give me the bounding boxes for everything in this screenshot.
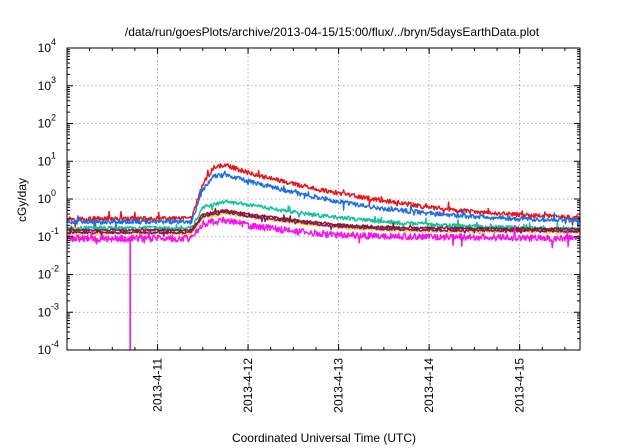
y-tick-label: 10 (38, 154, 52, 168)
series-line-2 (66, 170, 581, 230)
y-tick-exponent: -3 (51, 301, 59, 311)
x-tick-label: 2013-4-12 (241, 358, 255, 413)
y-tick-label: 10 (38, 343, 52, 357)
y-tick-label: 10 (38, 230, 52, 244)
series-line-5 (66, 211, 581, 238)
y-tick-exponent: -2 (51, 264, 59, 274)
y-tick-exponent: -1 (51, 226, 59, 236)
chart-title: /data/run/goesPlots/archive/2013-04-15/1… (125, 25, 540, 39)
y-tick-exponent: -4 (51, 339, 59, 349)
series-line-4 (66, 209, 581, 238)
y-tick-label: 10 (38, 79, 52, 93)
x-tick-label: 2013-4-11 (151, 358, 165, 412)
y-tick-label: 10 (38, 192, 52, 206)
y-tick-label: 10 (38, 305, 52, 319)
y-tick-exponent: 1 (51, 150, 56, 160)
x-tick-label: 2013-4-15 (513, 358, 527, 413)
series-line-6 (66, 207, 581, 233)
x-tick-label: 2013-4-13 (332, 358, 346, 413)
y-tick-exponent: 0 (51, 188, 56, 198)
series-line-1 (66, 162, 581, 228)
y-tick-exponent: 3 (51, 75, 56, 85)
y-axis-label: cGy/day (15, 178, 29, 222)
x-tick-label: 2013-4-14 (422, 358, 436, 413)
series-line-7 (66, 216, 581, 249)
series-line-3 (66, 199, 581, 235)
y-tick-exponent: 4 (51, 37, 56, 47)
y-tick-label: 10 (38, 268, 52, 282)
y-tick-label: 10 (38, 41, 52, 55)
x-axis-label: Coordinated Universal Time (UTC) (232, 431, 416, 445)
y-tick-exponent: 2 (51, 113, 56, 123)
series-layer (66, 162, 581, 350)
y-tick-label: 10 (38, 117, 52, 131)
